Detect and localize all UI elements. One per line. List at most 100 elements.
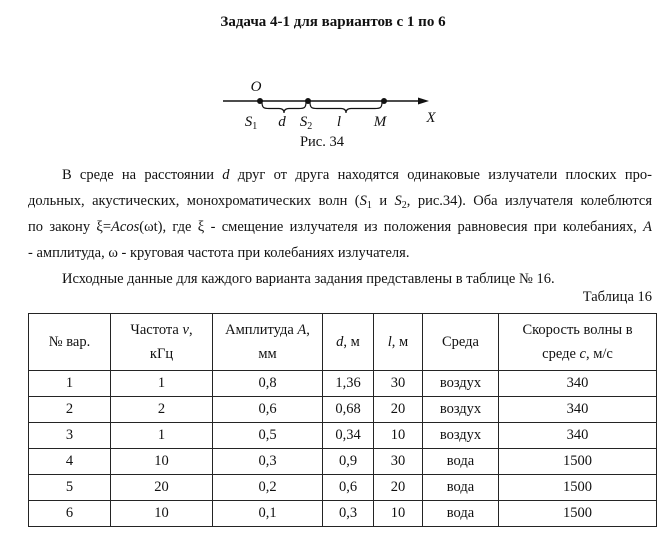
text-segment: В среде на расстоянии [62, 167, 223, 183]
text-segment: № вар. [48, 334, 91, 350]
text-segment: - амплитуда, ω - круговая частота при ко… [28, 245, 410, 261]
header-line: Частота ν, [112, 318, 212, 342]
table-cell: воздух [422, 396, 499, 423]
text-segment: 2 [401, 200, 407, 211]
variants-table: № вар. Частота ν, кГц Амплитуда A, мм d, м l, … [28, 313, 657, 527]
text-segment: S [359, 193, 367, 209]
table-row: 3 1 0,5 0,34 10 воздух 340 [28, 422, 657, 449]
text-segment: d [222, 167, 230, 183]
table-cell: 20 [110, 474, 213, 501]
table-header-row: № вар. Частота ν, кГц Амплитуда A, мм d, м l, … [28, 313, 657, 371]
x-axis-arrowhead-icon [418, 97, 429, 105]
underbrace-d [261, 101, 307, 114]
header-line: Амплитуда A, [214, 318, 322, 342]
table-cell: 2 [110, 396, 213, 423]
text-segment: c [579, 346, 586, 362]
text-segment: Исходные данные для каждого варианта зад… [62, 271, 555, 287]
text-segment: Амплитуда [225, 322, 298, 338]
table-row: 5 20 0,2 0,6 20 вода 1500 [28, 474, 657, 501]
table-cell: 6 [28, 500, 111, 527]
table-row: 2 2 0,6 0,68 20 воздух 340 [28, 396, 657, 423]
label-s2: S2 [300, 114, 313, 132]
table-cell: 1 [28, 370, 111, 397]
table-cell: 10 [110, 448, 213, 475]
text-segment: d [336, 334, 344, 350]
text-segment: , [188, 322, 193, 338]
text-segment: Среда [442, 334, 479, 350]
table-cell: 1500 [498, 474, 657, 501]
text-segment: дольных, акустических, монохроматических… [28, 193, 360, 209]
text-segment: , рис.34). Оба излучателя колеблются [406, 193, 652, 209]
table-cell: 10 [110, 500, 213, 527]
table-cell: 340 [498, 396, 657, 423]
text-segment: мм [258, 346, 277, 362]
table-cell: 20 [373, 396, 423, 423]
text-segment: , м [343, 334, 360, 350]
header-line: Среда [424, 330, 498, 354]
table-cell: 340 [498, 370, 657, 397]
table-header-cell: Частота ν, кГц [110, 313, 213, 371]
table-cell: 0,34 [322, 422, 374, 449]
label-l: l [337, 114, 341, 130]
table-cell: 0,8 [212, 370, 323, 397]
text-segment: кГц [149, 346, 174, 362]
table-cell: 10 [373, 422, 423, 449]
figure-diagram: O S1 d S2 l M X Рис. 34 [223, 79, 436, 150]
table-header-cell: Скорость волны в среде c, м/с [498, 313, 657, 371]
table-row: 4 10 0,3 0,9 30 вода 1500 [28, 448, 657, 475]
table-cell: 1 [110, 370, 213, 397]
table-cell: 1500 [498, 500, 657, 527]
header-line: Скорость волны в [500, 318, 656, 342]
table-cell: 0,9 [322, 448, 374, 475]
text-segment: по закону ξ= [28, 219, 112, 235]
table-cell: 5 [28, 474, 111, 501]
label-origin: O [251, 79, 262, 95]
table-cell: 0,6 [322, 474, 374, 501]
table-cell: 1,36 [322, 370, 374, 397]
paragraph-line: В среде на расстоянии d друг от друга на… [28, 162, 652, 188]
table-cell: 0,3 [212, 448, 323, 475]
table-cell: вода [422, 474, 499, 501]
table-header-cell: Амплитуда A, мм [212, 313, 323, 371]
table-cell: 10 [373, 500, 423, 527]
text-segment: , м/с [585, 346, 613, 362]
label-x: X [425, 110, 436, 126]
header-line: кГц [112, 342, 212, 366]
table-header-cell: № вар. [28, 313, 111, 371]
table-header-cell: Среда [422, 313, 499, 371]
table-cell: 0,1 [212, 500, 323, 527]
table-cell: воздух [422, 370, 499, 397]
text-segment: Acos [111, 219, 140, 235]
text-segment: ν [182, 322, 189, 338]
table-cell: 30 [373, 370, 423, 397]
paragraph-line: - амплитуда, ω - круговая частота при ко… [28, 240, 652, 266]
table-cell: 0,3 [322, 500, 374, 527]
text-segment: друг от друга находятся одинаковые излуч… [229, 167, 652, 183]
table-row: 6 10 0,1 0,3 10 вода 1500 [28, 500, 657, 527]
page-title: Задача 4-1 для вариантов с 1 по 6 [220, 14, 446, 30]
table-cell: 0,5 [212, 422, 323, 449]
paragraph-line: дольных, акустических, монохроматических… [28, 188, 652, 214]
text-segment: , м [391, 334, 409, 350]
table-cell: 0,68 [322, 396, 374, 423]
text-segment: (ωt), где ξ - смещение излучателя из пол… [139, 219, 644, 235]
table-cell: 1500 [498, 448, 657, 475]
figure-caption: Рис. 34 [300, 134, 345, 150]
header-line: среде c, м/с [500, 342, 656, 366]
header-line: d, м [324, 330, 373, 354]
paragraph-line: Исходные данные для каждого варианта зад… [28, 266, 652, 292]
header-line: мм [214, 342, 322, 366]
header-line: l, м [375, 330, 422, 354]
text-segment: , [306, 322, 310, 338]
table-cell: 340 [498, 422, 657, 449]
label-d: d [278, 114, 286, 130]
text-segment: A [643, 219, 652, 235]
table-cell: 1 [110, 422, 213, 449]
header-line: № вар. [30, 330, 110, 354]
label-s1: S1 [245, 114, 258, 132]
table-row: 1 1 0,8 1,36 30 воздух 340 [28, 370, 657, 397]
table-cell: 20 [373, 474, 423, 501]
table-label: Таблица 16 [582, 289, 652, 305]
text-segment: и [371, 193, 395, 209]
text-segment: S [394, 193, 402, 209]
